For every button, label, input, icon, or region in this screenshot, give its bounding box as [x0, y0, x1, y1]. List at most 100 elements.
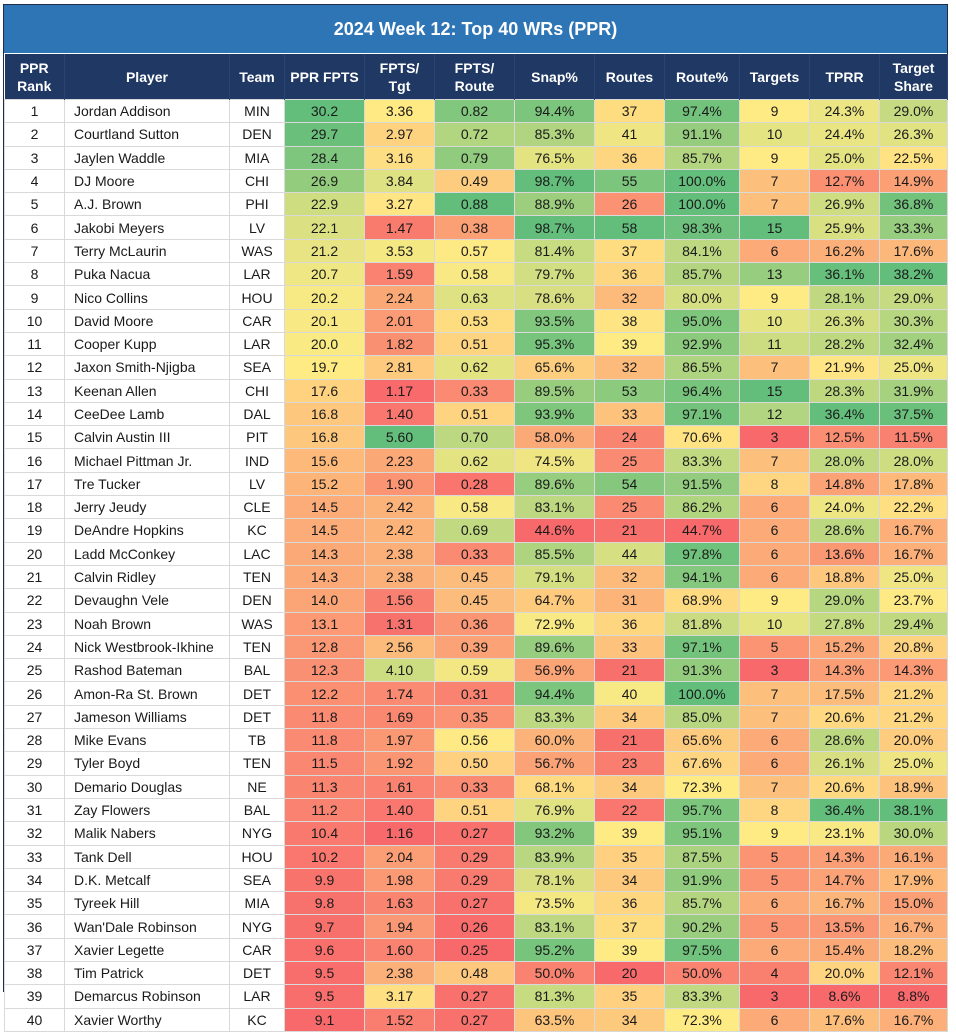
- cell-targets: 11: [739, 331, 810, 357]
- cell-tprr: 28.6%: [809, 728, 880, 753]
- cell-targets: 6: [739, 751, 810, 776]
- cell-fpts-per-tgt: 2.38: [364, 564, 435, 590]
- cell-route-pct: 50.0%: [664, 960, 740, 986]
- cell-tprr: 26.1%: [809, 751, 880, 776]
- cell-tprr: 14.8%: [809, 471, 880, 497]
- cell-route-pct: 91.1%: [664, 122, 740, 147]
- cell-route-pct: 100.0%: [664, 168, 740, 194]
- cell-ppr-fpts: 9.5: [284, 960, 365, 986]
- cell-target-share: 18.2%: [879, 937, 948, 962]
- cell-rank: 9: [4, 285, 65, 310]
- cell-routes: 23: [594, 751, 665, 776]
- cell-ppr-fpts: 9.6: [284, 937, 365, 962]
- cell-team: DEN: [229, 122, 285, 147]
- cell-team: CHI: [229, 168, 285, 194]
- cell-routes: 34: [594, 867, 665, 893]
- cell-route-pct: 94.1%: [664, 564, 740, 590]
- cell-targets: 7: [739, 774, 810, 799]
- cell-targets: 6: [739, 541, 810, 566]
- cell-team: LAR: [229, 262, 285, 287]
- cell-ppr-fpts: 10.2: [284, 844, 365, 869]
- cell-target-share: 17.6%: [879, 238, 948, 264]
- cell-rank: 34: [4, 867, 65, 893]
- cell-targets: 8: [739, 471, 810, 497]
- cell-targets: 5: [739, 844, 810, 869]
- cell-targets: 5: [739, 867, 810, 893]
- cell-fpts-per-tgt: 2.38: [364, 541, 435, 566]
- cell-targets: 4: [739, 960, 810, 986]
- cell-player: Michael Pittman Jr.: [64, 448, 230, 473]
- cell-target-share: 38.2%: [879, 262, 948, 287]
- cell-snap-pct: 78.6%: [514, 285, 595, 310]
- cell-tprr: 20.6%: [809, 774, 880, 799]
- table-row: 10 David Moore CAR 20.1 2.01 0.53 93.5% 38 95.0%…: [4, 308, 948, 333]
- cell-team: DET: [229, 704, 285, 730]
- cell-player: Jaylen Waddle: [64, 145, 230, 170]
- cell-ppr-fpts: 22.1: [284, 215, 365, 240]
- cell-player: Xavier Worthy: [64, 1007, 230, 1032]
- cell-ppr-fpts: 13.1: [284, 611, 365, 636]
- cell-target-share: 15.0%: [879, 891, 948, 916]
- cell-routes: 24: [594, 425, 665, 450]
- table-row: 36 Wan'Dale Robinson NYG 9.7 1.94 0.26 83.1% 37…: [4, 914, 948, 939]
- cell-team: MIN: [229, 98, 285, 124]
- cell-targets: 6: [739, 891, 810, 916]
- cell-tprr: 8.6%: [809, 984, 880, 1009]
- cell-team: LAR: [229, 984, 285, 1009]
- cell-snap-pct: 73.5%: [514, 891, 595, 916]
- table-row: 29 Tyler Boyd TEN 11.5 1.92 0.50 56.7% 23 67.6% 6…: [4, 751, 948, 776]
- cell-routes: 21: [594, 658, 665, 683]
- cell-player: Jakobi Meyers: [64, 215, 230, 240]
- cell-snap-pct: 64.7%: [514, 588, 595, 613]
- cell-target-share: 12.1%: [879, 960, 948, 986]
- cell-targets: 15: [739, 215, 810, 240]
- cell-fpts-per-tgt: 1.97: [364, 728, 435, 753]
- cell-target-share: 14.3%: [879, 658, 948, 683]
- cell-ppr-fpts: 15.6: [284, 448, 365, 473]
- cell-target-share: 22.2%: [879, 495, 948, 520]
- cell-snap-pct: 56.7%: [514, 751, 595, 776]
- cell-team: DET: [229, 960, 285, 986]
- cell-target-share: 17.8%: [879, 471, 948, 497]
- cell-ppr-fpts: 9.7: [284, 914, 365, 939]
- cell-snap-pct: 85.5%: [514, 541, 595, 566]
- cell-fpts-per-tgt: 1.63: [364, 891, 435, 916]
- cell-team: TEN: [229, 564, 285, 590]
- cell-snap-pct: 98.7%: [514, 168, 595, 194]
- cell-rank: 27: [4, 704, 65, 730]
- cell-team: SEA: [229, 867, 285, 893]
- cell-routes: 36: [594, 145, 665, 170]
- cell-targets: 7: [739, 448, 810, 473]
- cell-target-share: 20.0%: [879, 728, 948, 753]
- cell-route-pct: 83.3%: [664, 984, 740, 1009]
- table-row: 13 Keenan Allen CHI 17.6 1.17 0.33 89.5% 53 96.4…: [4, 378, 948, 403]
- cell-tprr: 12.5%: [809, 425, 880, 450]
- cell-fpts-per-tgt: 3.84: [364, 168, 435, 194]
- cell-team: PIT: [229, 425, 285, 450]
- cell-team: NYG: [229, 914, 285, 939]
- cell-rank: 13: [4, 378, 65, 403]
- cell-ppr-fpts: 14.0: [284, 588, 365, 613]
- cell-fpts-per-tgt: 2.38: [364, 960, 435, 986]
- cell-target-share: 8.8%: [879, 984, 948, 1009]
- cell-rank: 10: [4, 308, 65, 333]
- cell-ppr-fpts: 30.2: [284, 98, 365, 124]
- cell-target-share: 16.1%: [879, 844, 948, 869]
- cell-route-pct: 81.8%: [664, 611, 740, 636]
- cell-player: Demario Douglas: [64, 774, 230, 799]
- cell-team: WAS: [229, 238, 285, 264]
- cell-team: KC: [229, 518, 285, 543]
- cell-rank: 21: [4, 564, 65, 590]
- cell-fpts-per-route: 0.63: [434, 285, 515, 310]
- table-row: 14 CeeDee Lamb DAL 16.8 1.40 0.51 93.9% 33 97.1%…: [4, 401, 948, 427]
- cell-team: CLE: [229, 495, 285, 520]
- cell-rank: 24: [4, 634, 65, 660]
- table-frame: 2024 Week 12: Top 40 WRs (PPR) PPR Rank P…: [3, 4, 948, 1032]
- cell-targets: 6: [739, 1007, 810, 1032]
- cell-fpts-per-route: 0.62: [434, 448, 515, 473]
- table-row: 1 Jordan Addison MIN 30.2 3.36 0.82 94.4% 37 97.…: [4, 98, 948, 124]
- cell-team: TEN: [229, 751, 285, 776]
- cell-target-share: 33.3%: [879, 215, 948, 240]
- cell-fpts-per-route: 0.35: [434, 704, 515, 730]
- cell-route-pct: 91.9%: [664, 867, 740, 893]
